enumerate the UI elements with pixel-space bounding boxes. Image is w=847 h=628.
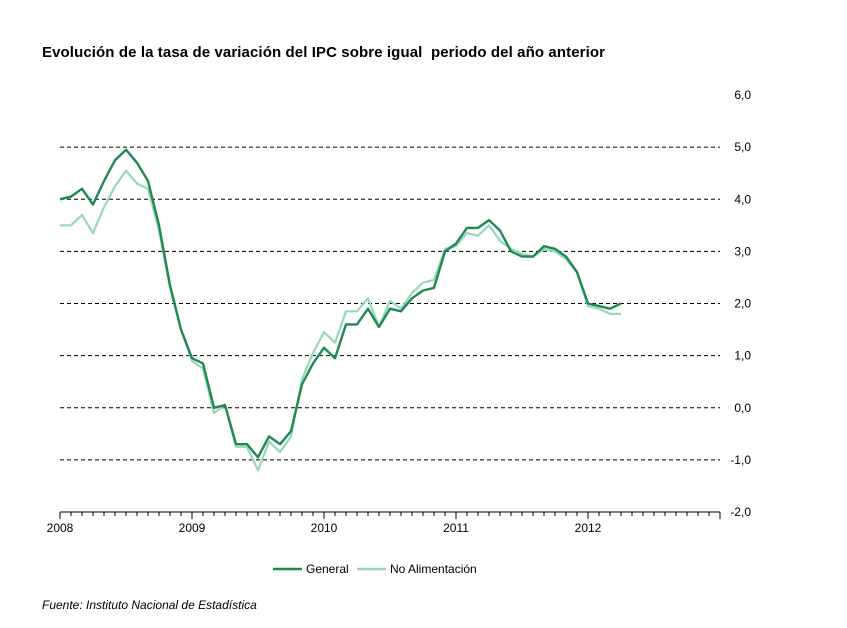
y-tick-label: 3,0	[734, 244, 751, 258]
x-tick-label: 2011	[443, 521, 469, 535]
source-note: Fuente: Instituto Nacional de Estadístic…	[42, 598, 257, 612]
y-tick-label: 0,0	[734, 401, 751, 415]
legend-label-no-alimentacion: No Alimentación	[390, 562, 477, 576]
chart-title: Evolución de la tasa de variación del IP…	[42, 44, 606, 61]
y-axis-ticks: -2,0 -1,0 0,0 1,0 2,0 3,0 4,0 5,0 6,0	[730, 88, 751, 519]
y-tick-label: 4,0	[734, 192, 751, 206]
legend-label-general: General	[306, 562, 349, 576]
series-lines	[59, 148, 622, 472]
y-tick-label: -2,0	[730, 505, 751, 519]
series-line-no-alimentacion	[60, 169, 621, 472]
series-line-general	[59, 148, 622, 459]
y-tick-label: 1,0	[734, 349, 751, 363]
x-axis: 2008 2009 2010 2011 2012	[47, 511, 721, 535]
x-tick-label: 2010	[311, 521, 338, 535]
y-tick-label: 5,0	[734, 140, 751, 154]
legend: General No Alimentación	[273, 562, 477, 576]
x-tick-label: 2009	[179, 521, 206, 535]
y-tick-label: -1,0	[730, 453, 751, 467]
y-tick-label: 2,0	[734, 297, 751, 311]
x-tick-label: 2012	[575, 521, 602, 535]
x-tick-label: 2008	[47, 521, 74, 535]
y-tick-label: 6,0	[734, 88, 751, 102]
